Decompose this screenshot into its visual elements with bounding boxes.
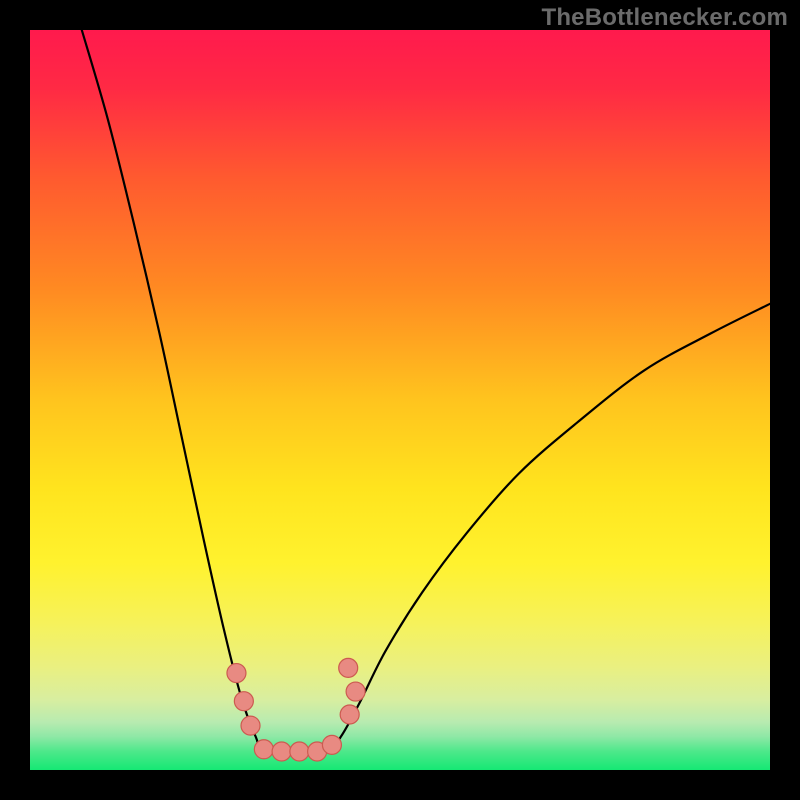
- plot-background: [30, 30, 770, 770]
- curve-marker: [272, 742, 291, 761]
- chart-stage: TheBottlenecker.com: [0, 0, 800, 800]
- curve-marker: [322, 735, 341, 754]
- curve-marker: [340, 705, 359, 724]
- curve-marker: [254, 740, 273, 759]
- curve-marker: [234, 692, 253, 711]
- curve-marker: [290, 742, 309, 761]
- curve-marker: [346, 682, 365, 701]
- curve-marker: [241, 716, 260, 735]
- curve-marker: [339, 658, 358, 677]
- curve-marker: [227, 664, 246, 683]
- chart-svg: [0, 0, 800, 800]
- watermark-text: TheBottlenecker.com: [541, 4, 788, 32]
